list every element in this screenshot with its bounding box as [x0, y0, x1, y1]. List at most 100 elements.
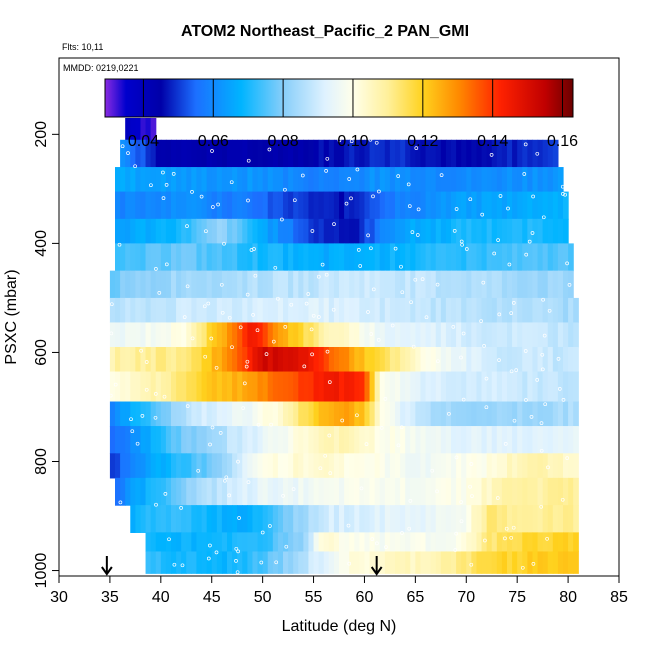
curtain-cell — [313, 297, 320, 324]
sample-point — [230, 345, 234, 350]
curtain-cell — [293, 401, 299, 427]
sample-point — [163, 492, 168, 496]
curtain-cell — [186, 139, 192, 168]
curtain-cell — [283, 191, 289, 220]
curtain-cell — [527, 477, 534, 506]
curtain-cell — [400, 322, 406, 348]
curtain-cell — [221, 477, 228, 506]
curtain-cell — [349, 243, 355, 272]
curtain-cell — [542, 167, 549, 193]
curtain-cell — [557, 243, 564, 272]
curtain-cell — [552, 243, 559, 272]
sample-point — [153, 415, 158, 420]
curtain-cell — [272, 477, 279, 506]
curtain-cell — [247, 297, 254, 324]
curtain-cell — [517, 167, 523, 193]
curtain-cell — [150, 117, 157, 141]
curtain-cell — [120, 167, 126, 193]
curtain-cell — [552, 139, 559, 168]
sample-point — [161, 170, 165, 175]
curtain-cell — [196, 139, 203, 168]
curtain-cell — [298, 426, 304, 454]
curtain-cell — [354, 191, 360, 220]
curtain-cell — [313, 191, 320, 220]
curtain-cell — [221, 218, 228, 244]
curtain-cell — [160, 346, 167, 373]
curtain-cell — [532, 551, 539, 574]
curtain-cell — [349, 218, 355, 244]
curtain-cell — [547, 270, 554, 299]
curtain-cell — [451, 371, 457, 403]
curtain-cell — [257, 453, 264, 479]
curtain-cell — [379, 426, 386, 454]
curtain-cell — [481, 243, 488, 272]
colorbar-tick-label: 0.06 — [198, 133, 229, 150]
curtain-cell — [456, 270, 462, 299]
curtain-cell — [445, 218, 452, 244]
sample-point — [410, 230, 415, 234]
curtain-cell — [216, 243, 223, 272]
curtain-cell — [211, 139, 218, 168]
curtain-cell — [395, 477, 401, 506]
curtain-cell — [267, 270, 274, 299]
curtain-cell — [552, 322, 559, 348]
curtain-cell — [522, 477, 528, 506]
sample-point — [190, 190, 194, 194]
curtain-cell — [318, 167, 325, 193]
curtain-cell — [125, 426, 131, 454]
curtain-cell — [257, 297, 264, 324]
curtain-cell — [125, 371, 131, 403]
curtain-cell — [379, 477, 386, 506]
curtain-cell — [527, 453, 534, 479]
curtain-cell — [512, 426, 518, 454]
curtain-cell — [430, 218, 437, 244]
curtain-cell — [328, 505, 335, 533]
curtain-cell — [288, 505, 294, 533]
curtain-cell — [227, 505, 233, 533]
curtain-cell — [323, 453, 330, 479]
curtain-cell — [272, 426, 279, 454]
curtain-cell — [512, 346, 518, 373]
curtain-cell — [135, 117, 142, 141]
curtain-cell — [415, 297, 422, 324]
curtain-cell — [456, 371, 462, 403]
curtain-cell — [486, 243, 493, 272]
curtain-cell — [267, 532, 274, 553]
curtain-cell — [466, 426, 472, 454]
curtain-cell — [425, 346, 432, 373]
curtain-cell — [568, 371, 574, 403]
curtain-cell — [333, 243, 340, 272]
curtain-cell — [359, 505, 366, 533]
curtain-cell — [145, 346, 152, 373]
curtain-cell — [527, 297, 534, 324]
curtain-cell — [277, 453, 284, 479]
curtain-cell — [522, 191, 528, 220]
curtain-cell — [496, 426, 503, 454]
curtain-cell — [568, 243, 574, 272]
curtain-cell — [298, 371, 304, 403]
curtain-cell — [288, 167, 294, 193]
sample-point — [447, 411, 451, 416]
curtain-cell — [216, 426, 223, 454]
curtain-cell — [542, 371, 549, 403]
sample-point — [332, 222, 336, 226]
curtain-cell — [430, 167, 437, 193]
curtain-cell — [242, 371, 248, 403]
sample-point — [227, 315, 232, 320]
curtain-cell — [476, 453, 483, 479]
curtain-cell — [364, 477, 371, 506]
curtain-cell — [451, 346, 457, 373]
curtain-cell — [400, 477, 406, 506]
curtain-cell — [155, 532, 162, 553]
curtain-cell — [410, 218, 416, 244]
sample-point — [273, 265, 278, 270]
curtain-cell — [227, 532, 233, 553]
curtain-cell — [542, 401, 549, 427]
curtain-cell — [221, 426, 228, 454]
curtain-cell — [130, 167, 136, 193]
sample-point — [214, 365, 219, 370]
curtain-cell — [130, 477, 136, 506]
curtain-cell — [445, 551, 452, 574]
curtain-cell — [496, 453, 503, 479]
curtain-cell — [186, 477, 192, 506]
